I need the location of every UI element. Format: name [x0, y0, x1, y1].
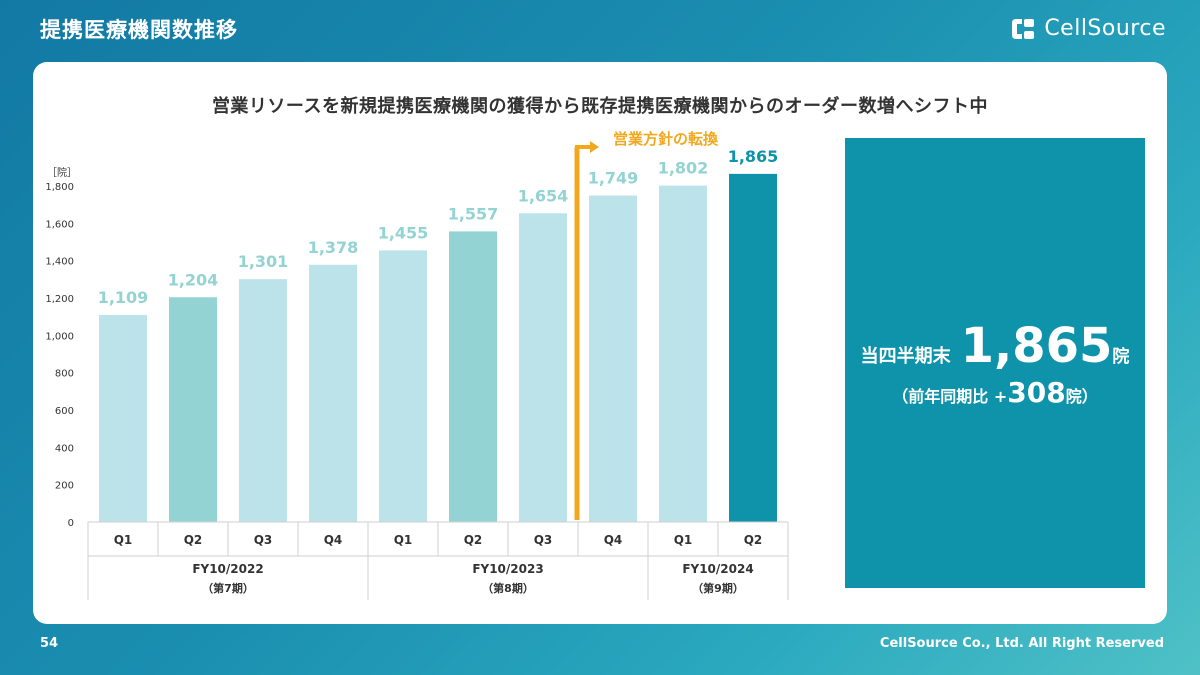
bar-value-label: 1,301 [238, 252, 289, 271]
x-tick-label: Q3 [254, 533, 273, 547]
fiscal-year-label: FY10/2023 [472, 562, 543, 576]
bar [519, 213, 567, 522]
fiscal-year-label: FY10/2022 [192, 562, 263, 576]
kpi-yoy-suffix: 院） [1065, 387, 1098, 406]
bar-value-label: 1,204 [168, 270, 219, 289]
y-tick-label: 200 [55, 481, 74, 492]
y-axis-unit: ［院］ [47, 166, 77, 179]
page-number: 54 [40, 636, 59, 651]
bar-value-label: 1,109 [98, 288, 149, 307]
page-title: 提携医療機関数推移 [40, 18, 238, 42]
y-tick-label: 1,200 [45, 294, 74, 305]
copyright: CellSource Co., Ltd. All Right Reserved [879, 636, 1164, 651]
x-tick-label: Q2 [184, 533, 203, 547]
x-tick-label: Q4 [324, 533, 343, 547]
bar [239, 279, 287, 522]
y-tick-label: 800 [55, 369, 74, 380]
bar [589, 195, 637, 522]
kpi-unit: 院 [1112, 347, 1130, 367]
x-tick-label: Q2 [744, 533, 763, 547]
x-tick-label: Q2 [464, 533, 483, 547]
cellsource-logo-icon [1012, 18, 1035, 39]
bar [169, 297, 217, 522]
y-tick-label: 1,600 [45, 219, 74, 230]
y-tick-label: 600 [55, 406, 74, 417]
bar-value-label: 1,654 [518, 186, 569, 205]
bar-value-label: 1,557 [448, 204, 499, 223]
x-tick-label: Q1 [674, 533, 693, 547]
fiscal-period-label: （第9期） [692, 581, 744, 595]
x-tick-label: Q1 [114, 533, 133, 547]
x-tick-label: Q4 [604, 533, 623, 547]
bar [729, 173, 777, 522]
bar-value-label: 1,802 [658, 159, 709, 178]
bar-value-label: 1,749 [588, 169, 639, 188]
headline: 営業リソースを新規提携医療機関の獲得から既存提携医療機関からのオーダー数増へシフ… [211, 96, 989, 117]
x-tick-label: Q3 [534, 533, 553, 547]
fiscal-period-label: （第8期） [482, 581, 534, 595]
strategy-shift-label: 営業方針の転換 [613, 130, 719, 148]
kpi-yoy-prefix: （前年同期比 + [892, 387, 1008, 406]
bar [99, 314, 147, 522]
logo-text: CellSource [1044, 16, 1166, 41]
strategy-shift-arrowhead [590, 141, 599, 153]
kpi-yoy-value: 308 [1007, 376, 1066, 409]
fiscal-year-label: FY10/2024 [682, 562, 753, 576]
y-tick-label: 1,000 [45, 331, 74, 342]
logo: CellSource [1010, 16, 1166, 41]
bar-value-label: 1,378 [308, 238, 359, 257]
y-tick-label: 1,800 [45, 182, 74, 193]
kpi-label: 当四半期末 [860, 346, 951, 367]
bar [379, 250, 427, 522]
x-tick-label: Q1 [394, 533, 413, 547]
y-tick-label: 400 [55, 443, 74, 454]
bar-value-label: 1,455 [378, 223, 429, 242]
kpi-panel: 当四半期末 1,865院 （前年同期比 +308院） [845, 138, 1145, 588]
y-tick-label: 1,400 [45, 257, 74, 268]
bar [659, 185, 707, 523]
bar-value-label: 1,865 [728, 147, 779, 166]
fiscal-period-label: （第7期） [202, 581, 254, 595]
bar [309, 264, 357, 522]
kpi-value: 1,865 [960, 318, 1113, 374]
bar [449, 231, 497, 523]
y-tick-label: 0 [68, 518, 74, 529]
